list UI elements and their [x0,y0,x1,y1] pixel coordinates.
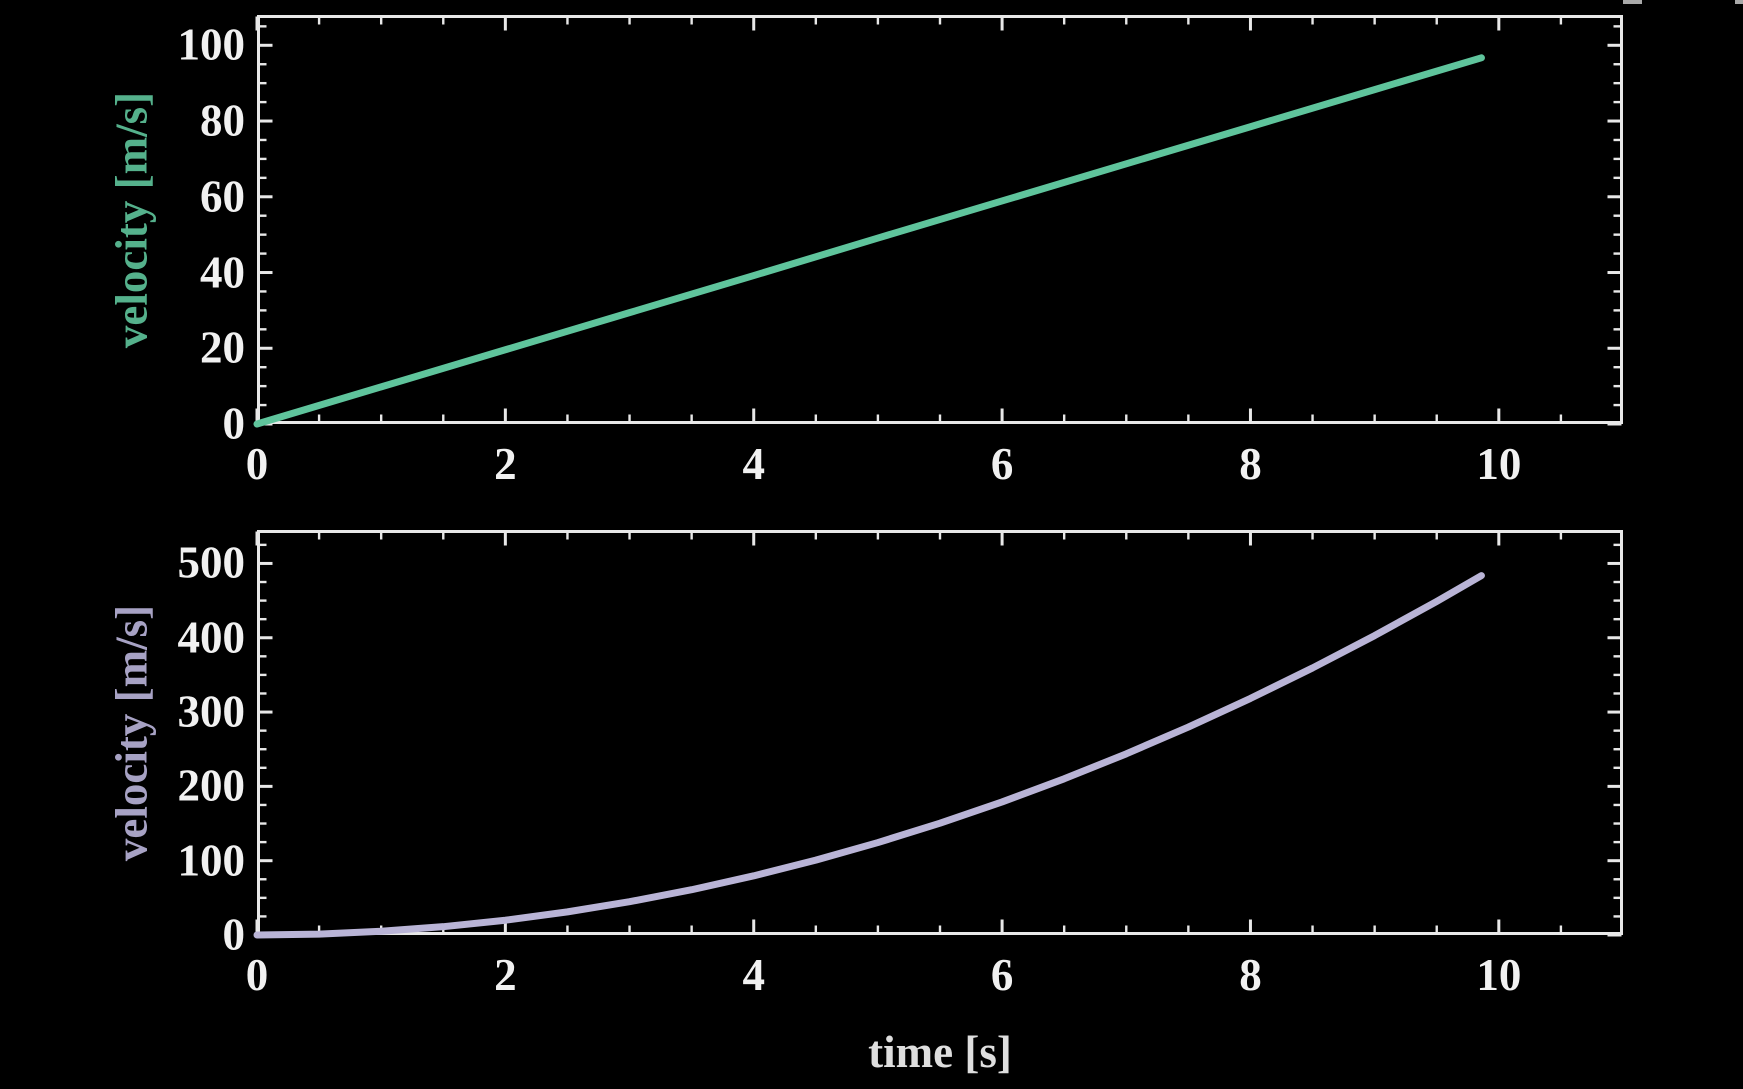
y-tick-label: 20 [200,322,245,373]
y-tick-label: 500 [177,537,246,588]
cropped-text-fragment-right [1735,0,1743,4]
velocity-quadratic-chart: velocity [m/s] time [s] 0 2 4 6 8 10 0 100 200 30… [107,530,1623,1075]
x-axis-title: time [s] [868,1027,1012,1077]
y-tick-label: 400 [177,612,246,663]
x-tick-label: 4 [742,950,765,1000]
y-tick-label: 80 [200,95,245,146]
velocity-linear-chart: velocity [m/s] 0 2 4 6 8 10 0 20 40 60 80 100 [107,15,1623,487]
x-tick-label: 4 [742,439,765,489]
y-tick-label: 100 [177,19,246,70]
plot-frame [257,530,1623,935]
y-axis-title-bottom: velocity [m/s] [106,604,157,861]
cropped-text-fragment-left [1623,0,1642,4]
x-tick-label: 0 [245,950,269,1000]
y-tick-label: 0 [222,909,246,960]
x-tick-label: 6 [990,439,1014,489]
x-tick-label: 0 [245,439,269,489]
x-tick-label: 6 [990,950,1014,1000]
y-axis-title-top: velocity [m/s] [106,91,157,348]
y-tick-label: 40 [200,247,245,298]
x-tick-label: 8 [1239,950,1262,1000]
y-tick-label: 0 [222,398,246,449]
y-tick-label: 60 [200,171,245,222]
x-tick-label: 10 [1476,439,1522,489]
y-tick-label: 100 [177,835,246,886]
velocity-quadratic-plot-area [253,530,1623,939]
y-tick-label: 200 [177,760,246,811]
x-tick-label: 10 [1476,950,1522,1000]
x-tick-label: 2 [494,950,517,1000]
velocity-linear-series-line [253,54,1485,428]
x-tick-label: 8 [1239,439,1262,489]
velocity-quadratic-series-line [253,572,1485,939]
y-tick-label: 300 [177,686,246,737]
x-tick-label: 2 [494,439,517,489]
velocity-linear-plot-area [253,15,1623,428]
